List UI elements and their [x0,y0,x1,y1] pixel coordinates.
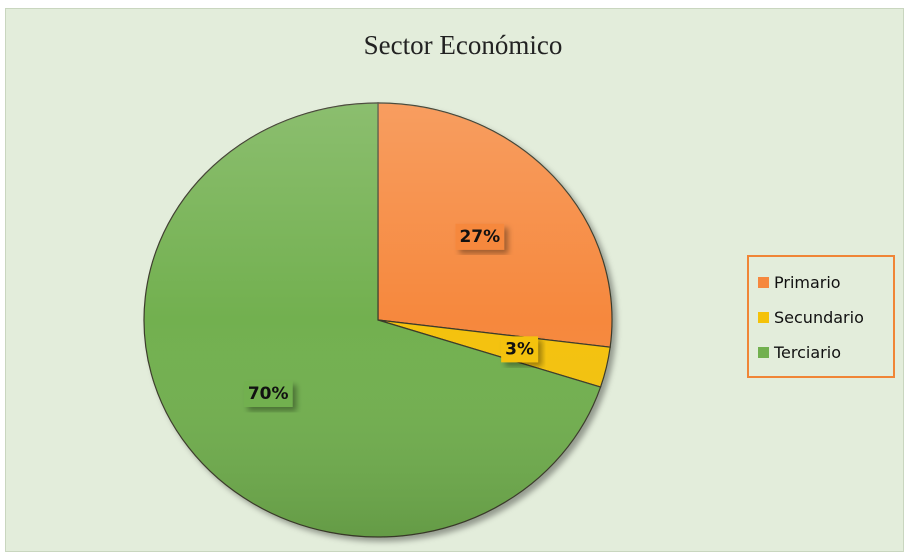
legend-item-primario[interactable]: Primario [749,265,893,300]
legend-item-secundario[interactable]: Secundario [749,300,893,335]
legend: Primario Secundario Terciario [747,255,895,378]
data-label-bg-terciario [243,380,293,407]
data-label-terciario: 70% [243,380,293,407]
legend-swatch-primario [758,277,769,288]
legend-label-primario: Primario [774,273,841,292]
legend-label-secundario: Secundario [774,308,864,327]
legend-item-terciario[interactable]: Terciario [749,335,893,370]
data-label-bg-secundario [501,336,539,363]
data-label-text-secundario: 3% [505,339,534,359]
data-label-text-primario: 27% [459,227,500,247]
data-label-bg-primario [455,223,505,250]
data-label-primario: 27% [455,223,505,250]
data-label-text-terciario: 70% [248,384,289,404]
legend-swatch-terciario [758,347,769,358]
legend-swatch-secundario [758,312,769,323]
legend-label-terciario: Terciario [774,343,841,362]
data-label-secundario: 3% [501,336,539,363]
chart-title: Sector Económico [363,30,563,60]
